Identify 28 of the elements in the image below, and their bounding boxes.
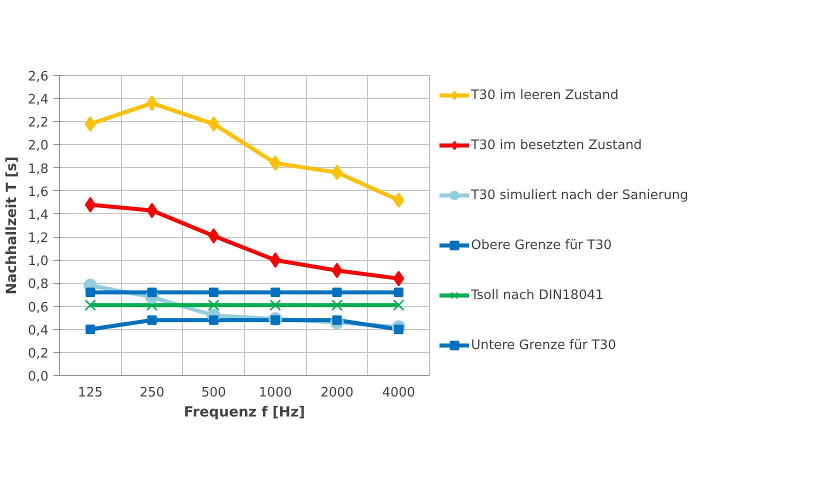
y-tick-label: 2,4 bbox=[28, 92, 49, 108]
y-tick-label: 0,6 bbox=[28, 300, 49, 316]
y-tick-label: 1,8 bbox=[28, 162, 49, 177]
y-tick-label: 2,2 bbox=[28, 116, 49, 131]
x-tick-label: 1000 bbox=[258, 386, 292, 400]
legend-label: T30 simuliert nach der Sanierung bbox=[471, 188, 688, 202]
y-axis-title: Nachhallzeit T [s] bbox=[4, 156, 20, 294]
legend-label: T30 im leeren Zustand bbox=[471, 88, 619, 102]
x-tick-label: 500 bbox=[201, 386, 226, 400]
legend-label: T30 im besetzten Zustand bbox=[471, 138, 642, 152]
y-tick-label: 2,6 bbox=[28, 70, 49, 84]
legend-label: Obere Grenze für T30 bbox=[471, 238, 612, 252]
y-tick-label: 2,0 bbox=[28, 138, 49, 154]
y-tick-label: 0,4 bbox=[28, 323, 49, 338]
x-tick-label: 125 bbox=[78, 386, 103, 400]
y-tick-label: 0,2 bbox=[28, 346, 49, 362]
x-tick-label: 250 bbox=[140, 386, 164, 400]
y-tick-label: 1,4 bbox=[28, 208, 49, 223]
y-tick-label: 1,0 bbox=[28, 254, 49, 270]
x-axis-title: Frequenz f [Hz] bbox=[184, 404, 306, 420]
legend-label: Untere Grenze für T30 bbox=[471, 338, 616, 352]
y-tick-label: 0,8 bbox=[28, 277, 49, 292]
legend-label: Tsoll nach DIN18041 bbox=[471, 288, 604, 302]
y-tick-label: 1,6 bbox=[28, 184, 49, 200]
x-tick-label: 2000 bbox=[320, 386, 354, 400]
y-tick-label: 0,0 bbox=[28, 370, 49, 384]
y-tick-label: 1,2 bbox=[28, 231, 49, 246]
x-tick-label: 4000 bbox=[382, 386, 416, 400]
